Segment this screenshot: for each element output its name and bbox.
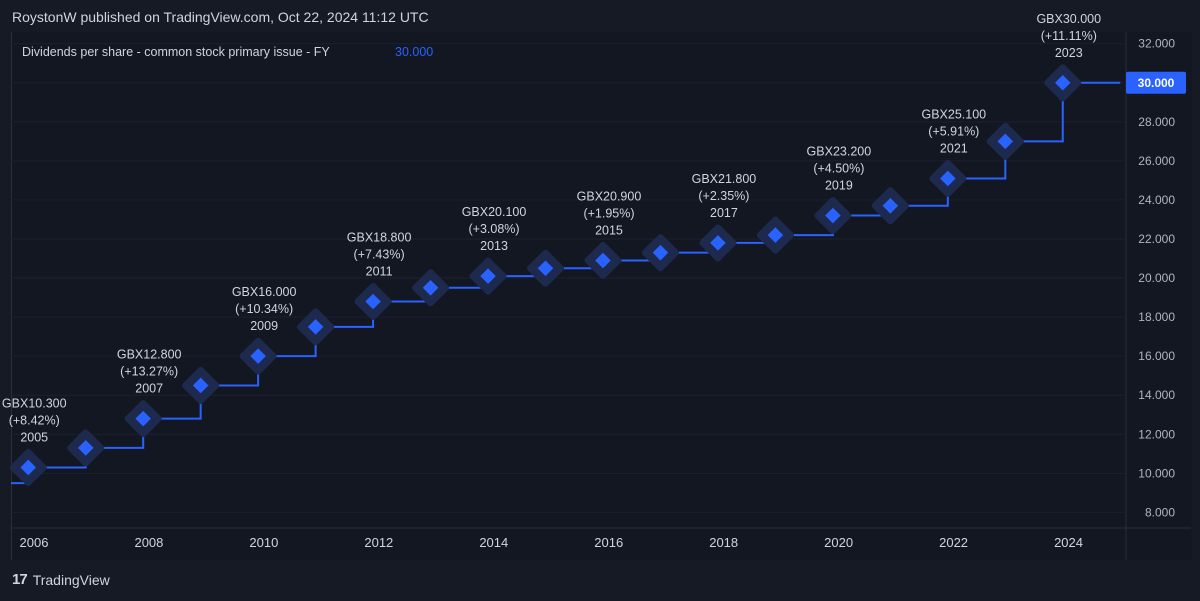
dividend-annotation: GBX20.100 (+3.08%) 2013 [462,205,527,253]
y-tick-label: 28.000 [1138,115,1175,129]
grid-lines [11,32,1191,560]
annotation-value: GBX20.900 [577,189,642,203]
annotation-change: (+5.91%) [928,124,979,138]
dividend-marker [871,187,909,225]
dividend-marker [584,241,622,280]
y-tick-label: 14.000 [1138,388,1175,402]
x-tick-label: 2016 [594,535,623,550]
dividend-marker [354,282,392,321]
marker-diamond [1055,74,1071,91]
y-tick-label: 18.000 [1138,310,1175,324]
annotation-change: (+2.35%) [698,189,749,203]
dividend-marker [756,216,794,254]
annotation-value: GBX30.000 [1036,12,1101,26]
x-tick-label: 2010 [249,535,278,550]
x-axis: 2006 2008 2010 2012 2014 2016 2018 2020 2022 2024 [20,535,1083,550]
dividend-markers [9,64,1082,487]
annotation-value: GBX20.100 [462,205,527,219]
y-tick-label: 26.000 [1138,154,1175,168]
annotation-year: 2009 [250,319,278,333]
x-tick-label: 2024 [1054,535,1083,550]
annotation-year: 2021 [940,141,968,155]
annotation-change: (+3.08%) [468,222,519,236]
annotation-year: 2005 [20,430,48,444]
chart-pane[interactable] [11,32,1192,560]
tradingview-logo-icon: 17 [12,571,28,588]
dividend-marker [412,269,450,307]
y-tick-label: 8.000 [1145,505,1175,519]
dividend-marker [526,249,565,287]
price-tag-value: 30.000 [1138,76,1175,90]
footer-brand: 17 TradingView [12,571,110,588]
dividend-marker [297,308,335,346]
dividend-annotation: GBX12.800 (+13.27%) 2007 [117,348,182,396]
dividend-marker [67,429,105,467]
footer-brand-label: TradingView [32,571,110,588]
dividend-annotation: GBX25.100 (+5.91%) 2021 [922,107,987,155]
dividend-annotation: GBX16.000 (+10.34%) 2009 [232,285,297,333]
annotation-change: (+11.11%) [1041,29,1097,43]
dividend-annotation: GBX18.800 (+7.43%) 2011 [347,230,412,278]
dividend-marker [986,122,1024,160]
publisher-header: RoystonW published on TradingView.com, O… [12,9,429,25]
x-tick-label: 2022 [939,535,968,550]
dividend-annotation: GBX30.000 (+11.11%) 2023 [1036,12,1101,60]
annotation-year: 2019 [825,179,853,193]
dividend-annotation: GBX10.300 (+8.42%) 2005 [2,396,67,444]
x-tick-label: 2014 [479,535,508,550]
y-tick-label: 32.000 [1138,37,1175,51]
dividend-marker [641,234,680,272]
dividend-annotation: GBX21.800 (+2.35%) 2017 [692,172,757,220]
annotation-value: GBX25.100 [922,107,987,121]
annotation-value: GBX12.800 [117,348,182,362]
annotation-year: 2015 [595,223,623,237]
y-tick-label: 22.000 [1138,232,1175,246]
dividend-marker [469,257,507,295]
annotation-value: GBX23.200 [807,145,872,159]
dividend-marker [814,197,852,235]
chart-legend: Dividends per share - common stock prima… [22,45,433,59]
annotation-year: 2007 [135,382,163,396]
annotation-value: GBX18.800 [347,230,412,244]
x-tick-label: 2006 [20,535,49,550]
dividend-marker [699,224,737,262]
dividend-marker [124,400,162,438]
dividend-marker [1044,64,1082,102]
x-tick-label: 2008 [134,535,163,550]
annotation-year: 2013 [480,239,508,253]
annotation-value: GBX16.000 [232,285,297,299]
annotation-change: (+7.43%) [354,247,405,261]
annotation-value: GBX10.300 [2,396,67,410]
annotation-change: (+13.27%) [120,365,178,379]
x-tick-label: 2020 [824,535,853,550]
annotation-change: (+8.42%) [9,413,60,427]
y-tick-label: 12.000 [1138,427,1175,441]
annotation-change: (+1.95%) [583,206,634,220]
x-tick-label: 2012 [364,535,393,550]
annotation-value: GBX21.800 [692,172,757,186]
dividend-marker [9,448,47,487]
y-tick-label: 24.000 [1138,193,1175,207]
chart-title: Dividends per share - common stock prima… [22,45,330,59]
y-tick-label: 10.000 [1138,466,1175,480]
annotation-year: 2011 [366,264,393,278]
annotation-change: (+10.34%) [235,302,293,316]
price-tag-box [1126,71,1186,94]
dividend-marker [929,159,967,198]
dividend-annotations: GBX10.300 (+8.42%) 2005 GBX12.800 (+13.27%) 2… [2,12,1101,445]
dividend-annotation: GBX20.900 (+1.95%) 2015 [577,189,642,237]
price-tag: 30.000 [1126,71,1186,94]
y-tick-label: 20.000 [1138,271,1175,285]
dividend-annotation: GBX23.200 (+4.50%) 2019 [807,145,872,193]
annotation-change: (+4.50%) [813,162,864,176]
x-tick-label: 2018 [709,535,738,550]
legend-current-value: 30.000 [395,45,433,59]
dividend-marker [239,337,277,375]
annotation-year: 2023 [1055,46,1083,60]
y-tick-label: 16.000 [1138,349,1175,363]
dividend-marker [182,366,220,405]
y-axis: 8.000 10.000 12.000 14.000 16.000 18.000 20.00… [1138,37,1175,520]
annotation-year: 2017 [710,206,738,220]
